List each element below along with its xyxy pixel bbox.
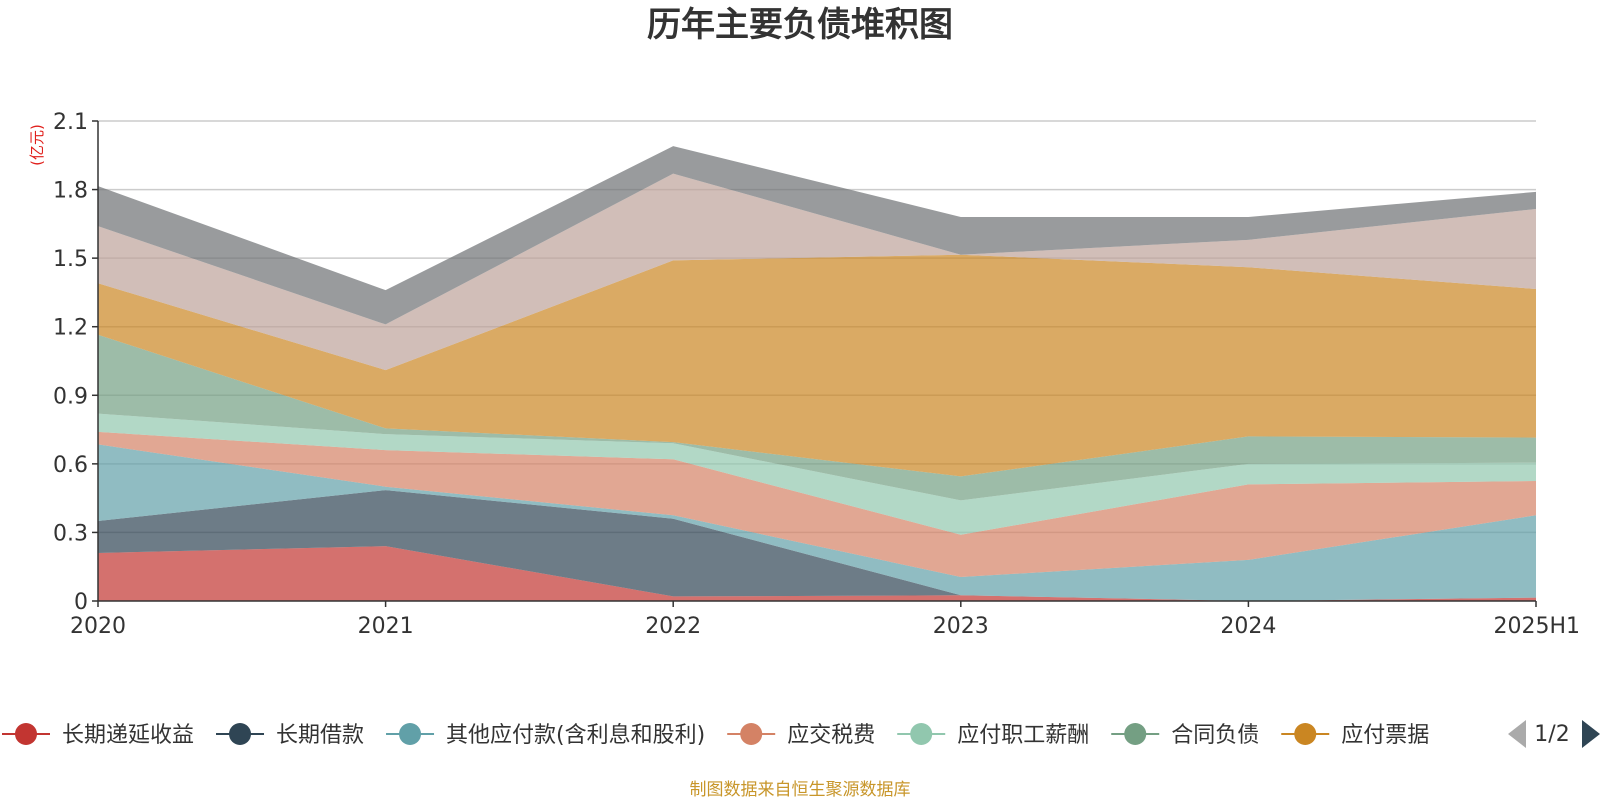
y-tick-label: 0.6 [53, 453, 88, 478]
y-axis-unit: (亿元) [28, 124, 46, 166]
area-series-6 [98, 254, 1536, 477]
legend-label: 应付票据 [1341, 723, 1429, 748]
area-series-1 [98, 490, 1536, 601]
y-tick-label: 0.9 [53, 384, 88, 409]
x-tick-label: 2020 [70, 614, 126, 639]
legend-item[interactable]: 应交税费 [727, 723, 875, 748]
x-tick-label: 2022 [645, 614, 701, 639]
pager-prev-icon[interactable] [1508, 720, 1526, 748]
area-series-2 [98, 444, 1536, 601]
legend-item[interactable]: 其他应付款(含利息和股利) [386, 723, 705, 748]
legend-item[interactable]: 应付职工薪酬 [897, 723, 1089, 748]
pager-indicator: 1/2 [1534, 722, 1569, 747]
legend-marker-icon [1124, 723, 1147, 745]
legend-label: 长期递延收益 [62, 723, 194, 748]
legend-marker-icon [15, 723, 37, 745]
legend-item[interactable]: 长期递延收益 [2, 723, 194, 748]
x-tick-label: 2025H1 [1493, 614, 1580, 639]
area-series-8 [98, 146, 1536, 325]
legend-label: 合同负债 [1171, 723, 1259, 748]
x-tick-label: 2023 [933, 614, 989, 639]
legend-label: 其他应付款(含利息和股利) [446, 723, 705, 748]
legend-marker-icon [399, 723, 422, 745]
area-series-0 [98, 546, 1536, 601]
legend-marker-icon [1294, 723, 1317, 745]
legend-marker-icon [910, 723, 933, 745]
y-tick-label: 2.1 [53, 110, 88, 135]
legend-item[interactable]: 应付票据 [1281, 723, 1429, 748]
legend-item[interactable]: 长期借款 [216, 723, 364, 748]
x-tick-label: 2021 [358, 614, 414, 639]
axes: 0 0.3 0.6 0.9 1.2 1.5 1.8 2.1 2020 2021 2022 2023 20… [53, 110, 1580, 639]
legend-marker-icon [229, 723, 252, 745]
area-series-5 [98, 334, 1536, 501]
x-tick-label: 2024 [1220, 614, 1276, 639]
y-tick-label: 1.2 [53, 316, 88, 341]
data-source-note: 制图数据来自恒生聚源数据库 [690, 780, 911, 800]
legend-label: 应交税费 [787, 723, 875, 748]
area-series [98, 146, 1536, 601]
y-tick-label: 1.8 [53, 179, 88, 204]
legend-marker-icon [740, 723, 763, 745]
legend[interactable]: 长期递延收益 长期借款 其他应付款(含利息和股利) 应交税费 应付职工薪酬 合同负债 应付票… [2, 723, 1429, 748]
area-series-7 [98, 173, 1536, 371]
legend-label: 应付职工薪酬 [957, 723, 1089, 748]
legend-label: 长期借款 [276, 723, 364, 748]
y-tick-label: 0 [74, 590, 88, 615]
area-series-4 [98, 413, 1536, 535]
legend-item[interactable]: 合同负债 [1111, 723, 1259, 748]
chart-title: 历年主要负债堆积图 [647, 5, 953, 45]
legend-pager[interactable]: 1/2 [1508, 720, 1600, 748]
y-tick-label: 0.3 [53, 521, 88, 546]
pager-next-icon[interactable] [1582, 720, 1600, 748]
y-tick-label: 1.5 [53, 247, 88, 272]
area-series-3 [98, 431, 1536, 577]
